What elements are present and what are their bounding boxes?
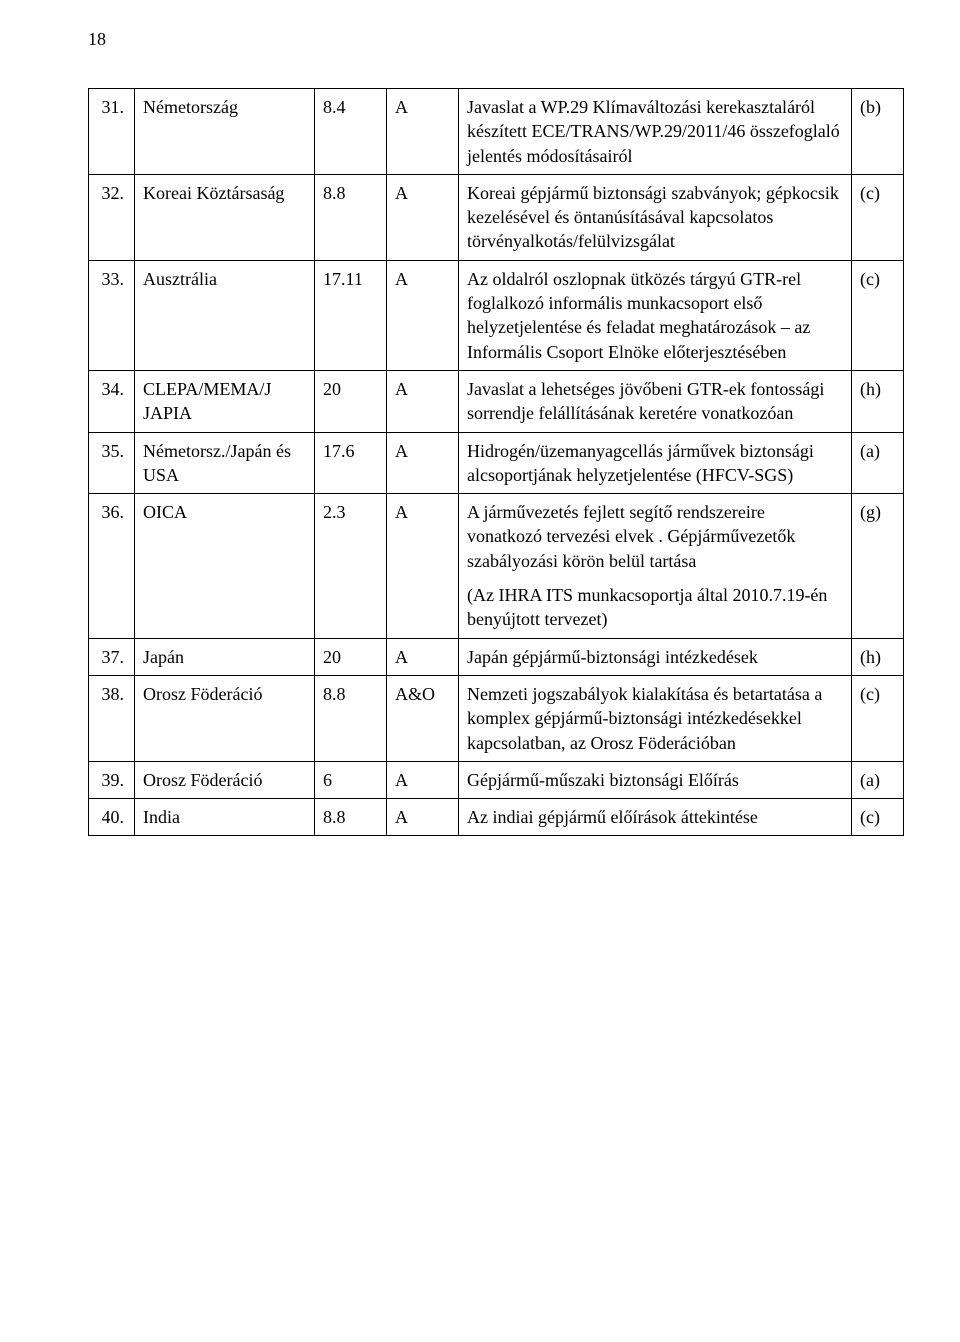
cell-country: Japán xyxy=(135,638,315,675)
cell-annotation: (a) xyxy=(852,761,904,798)
cell-country: Koreai Köztársaság xyxy=(135,174,315,260)
cell-value-2: A xyxy=(387,638,459,675)
table-row: 31.Németország8.4AJavaslat a WP.29 Klíma… xyxy=(89,89,904,175)
cell-number: 32. xyxy=(89,174,135,260)
cell-number: 40. xyxy=(89,799,135,836)
cell-number: 36. xyxy=(89,494,135,638)
description-paragraph: Az indiai gépjármű előírások áttekintése xyxy=(467,805,843,829)
page-number: 18 xyxy=(88,28,106,51)
cell-value-2: A xyxy=(387,432,459,494)
cell-value-2: A xyxy=(387,799,459,836)
cell-description: Gépjármű-műszaki biztonsági Előírás xyxy=(459,761,852,798)
cell-description: Az indiai gépjármű előírások áttekintése xyxy=(459,799,852,836)
document-page: 18 31.Németország8.4AJavaslat a WP.29 Kl… xyxy=(0,0,960,1342)
cell-description: A járművezetés fejlett segítő rendszerei… xyxy=(459,494,852,638)
cell-value-1: 2.3 xyxy=(315,494,387,638)
description-paragraph: Az oldalról oszlopnak ütközés tárgyú GTR… xyxy=(467,267,843,364)
cell-country: Ausztrália xyxy=(135,260,315,370)
cell-description: Az oldalról oszlopnak ütközés tárgyú GTR… xyxy=(459,260,852,370)
cell-annotation: (c) xyxy=(852,174,904,260)
cell-value-2: A xyxy=(387,174,459,260)
main-table: 31.Németország8.4AJavaslat a WP.29 Klíma… xyxy=(88,88,904,836)
description-paragraph: Javaslat a WP.29 Klímaváltozási kerekasz… xyxy=(467,95,843,168)
cell-number: 34. xyxy=(89,370,135,432)
cell-number: 38. xyxy=(89,675,135,761)
description-paragraph: Gépjármű-műszaki biztonsági Előírás xyxy=(467,768,843,792)
cell-annotation: (c) xyxy=(852,799,904,836)
description-paragraph: Javaslat a lehetséges jövőbeni GTR-ek fo… xyxy=(467,377,843,426)
cell-country: OICA xyxy=(135,494,315,638)
cell-number: 37. xyxy=(89,638,135,675)
description-paragraph: Hidrogén/üzemanyagcellás járművek bizton… xyxy=(467,439,843,488)
cell-annotation: (g) xyxy=(852,494,904,638)
cell-country: Németorsz./Japán és USA xyxy=(135,432,315,494)
cell-country: CLEPA/MEMA/J JAPIA xyxy=(135,370,315,432)
cell-annotation: (h) xyxy=(852,638,904,675)
cell-value-2: A xyxy=(387,370,459,432)
cell-country: Orosz Föderáció xyxy=(135,675,315,761)
cell-annotation: (a) xyxy=(852,432,904,494)
cell-number: 39. xyxy=(89,761,135,798)
cell-description: Hidrogén/üzemanyagcellás járművek bizton… xyxy=(459,432,852,494)
description-paragraph: Japán gépjármű-biztonsági intézkedések xyxy=(467,645,843,669)
cell-annotation: (c) xyxy=(852,675,904,761)
cell-value-1: 20 xyxy=(315,638,387,675)
cell-number: 35. xyxy=(89,432,135,494)
table-row: 34.CLEPA/MEMA/J JAPIA20AJavaslat a lehet… xyxy=(89,370,904,432)
cell-description: Nemzeti jogszabályok kialakítása és beta… xyxy=(459,675,852,761)
cell-number: 31. xyxy=(89,89,135,175)
cell-country: India xyxy=(135,799,315,836)
cell-value-1: 17.11 xyxy=(315,260,387,370)
cell-description: Javaslat a lehetséges jövőbeni GTR-ek fo… xyxy=(459,370,852,432)
description-paragraph: A járművezetés fejlett segítő rendszerei… xyxy=(467,500,843,573)
table-row: 36.OICA2.3AA járművezetés fejlett segítő… xyxy=(89,494,904,638)
cell-value-2: A xyxy=(387,89,459,175)
cell-value-1: 8.8 xyxy=(315,675,387,761)
table-row: 39.Orosz Föderáció6A Gépjármű-műszaki biz… xyxy=(89,761,904,798)
table-row: 32.Koreai Köztársaság8.8AKoreai gépjármű… xyxy=(89,174,904,260)
table-row: 35.Németorsz./Japán és USA17.6AHidrogén/… xyxy=(89,432,904,494)
table-row: 38.Orosz Föderáció8.8A&ONemzeti jogszabá… xyxy=(89,675,904,761)
cell-country: Németország xyxy=(135,89,315,175)
table-row: 33.Ausztrália17.11AAz oldalról oszlopnak… xyxy=(89,260,904,370)
table-row: 40.India8.8A Az indiai gépjármű előírások… xyxy=(89,799,904,836)
cell-annotation: (c) xyxy=(852,260,904,370)
table-row: 37.Japán20A Japán gépjármű-biztonsági int… xyxy=(89,638,904,675)
cell-value-2: A xyxy=(387,761,459,798)
description-paragraph: (Az IHRA ITS munkacsoportja által 2010.7… xyxy=(467,583,843,632)
cell-country: Orosz Föderáció xyxy=(135,761,315,798)
cell-annotation: (b) xyxy=(852,89,904,175)
description-paragraph: Koreai gépjármű biztonsági szabványok; g… xyxy=(467,181,843,254)
cell-number: 33. xyxy=(89,260,135,370)
cell-value-1: 20 xyxy=(315,370,387,432)
cell-annotation: (h) xyxy=(852,370,904,432)
cell-value-2: A xyxy=(387,494,459,638)
cell-value-2: A xyxy=(387,260,459,370)
description-paragraph: Nemzeti jogszabályok kialakítása és beta… xyxy=(467,682,843,755)
cell-description: Japán gépjármű-biztonsági intézkedések xyxy=(459,638,852,675)
cell-value-1: 8.4 xyxy=(315,89,387,175)
cell-value-1: 8.8 xyxy=(315,174,387,260)
cell-description: Javaslat a WP.29 Klímaváltozási kerekasz… xyxy=(459,89,852,175)
table-body: 31.Németország8.4AJavaslat a WP.29 Klíma… xyxy=(89,89,904,836)
cell-description: Koreai gépjármű biztonsági szabványok; g… xyxy=(459,174,852,260)
cell-value-2: A&O xyxy=(387,675,459,761)
cell-value-1: 17.6 xyxy=(315,432,387,494)
cell-value-1: 8.8 xyxy=(315,799,387,836)
cell-value-1: 6 xyxy=(315,761,387,798)
